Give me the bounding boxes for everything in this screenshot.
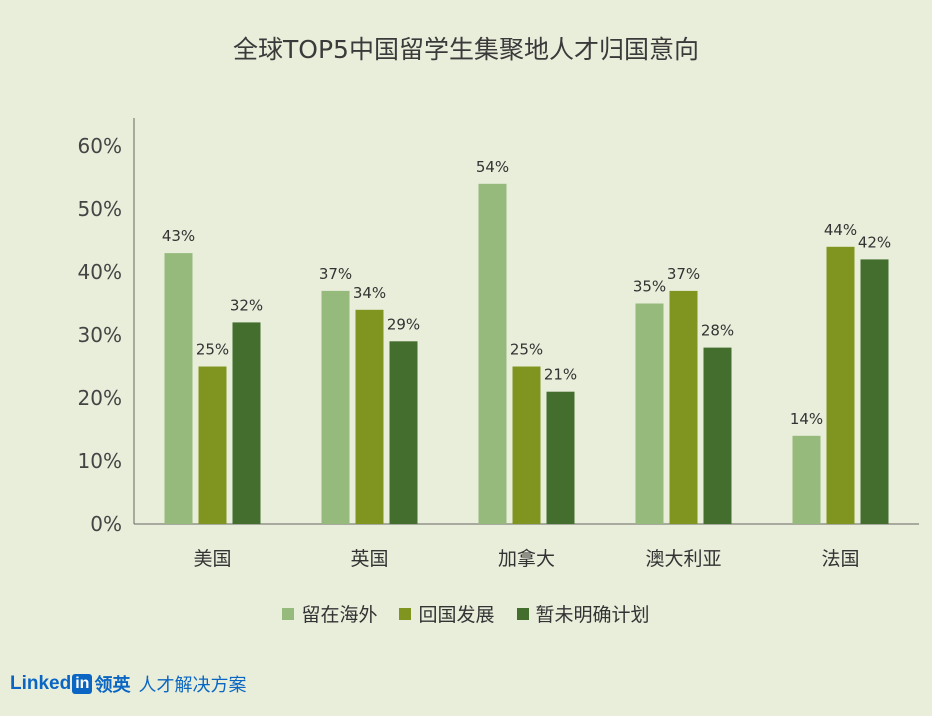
bar	[635, 303, 664, 524]
y-tick-label: 40%	[78, 260, 122, 284]
x-tick-label: 澳大利亚	[645, 548, 721, 570]
legend-swatch	[282, 607, 295, 620]
legend: 留在海外 回国发展 暂未明确计划	[0, 600, 932, 627]
brand-linked-text: Linked	[10, 673, 72, 694]
legend-swatch	[399, 607, 412, 620]
legend-item: 留在海外	[282, 600, 377, 627]
legend-label: 暂未明确计划	[535, 604, 650, 626]
y-tick-label: 20%	[78, 386, 122, 410]
legend-swatch	[516, 607, 529, 620]
brand-tagline: 人才解决方案	[138, 675, 247, 696]
data-label: 43%	[162, 227, 195, 245]
brand-name: 领英	[94, 675, 131, 696]
bars	[164, 183, 889, 525]
data-label: 32%	[230, 296, 263, 314]
data-label: 42%	[858, 233, 891, 251]
y-tick-label: 10%	[78, 449, 122, 473]
bar	[232, 322, 261, 524]
data-label: 44%	[824, 221, 857, 239]
category-labels: 美国 英国 加拿大 澳大利亚 法国	[193, 547, 859, 570]
bar	[546, 391, 575, 524]
bar	[703, 347, 732, 524]
legend-label: 留在海外	[301, 604, 378, 626]
bar	[355, 309, 384, 524]
legend-item: 回国发展	[399, 600, 495, 627]
bar	[792, 435, 821, 524]
data-label: 37%	[319, 265, 352, 283]
legend-item: 暂未明确计划	[516, 600, 650, 627]
y-tick-label: 60%	[78, 134, 122, 158]
data-label: 29%	[387, 315, 420, 333]
y-tick-label: 0%	[90, 512, 122, 536]
data-label: 21%	[544, 366, 577, 384]
bar	[198, 366, 227, 524]
data-label: 14%	[790, 410, 823, 428]
bar	[321, 290, 350, 524]
data-label: 37%	[667, 265, 700, 283]
data-label: 25%	[196, 341, 229, 359]
linkedin-brand-logo: Linked in 领英 人才解决方案	[10, 670, 246, 698]
data-label: 28%	[701, 322, 734, 340]
data-label: 25%	[510, 341, 543, 359]
x-tick-label: 美国	[193, 548, 231, 570]
data-label: 34%	[353, 284, 386, 302]
x-tick-label: 英国	[350, 548, 388, 570]
y-tick-label: 30%	[78, 323, 122, 347]
bar	[164, 253, 193, 524]
linkedin-in-icon: in	[72, 674, 93, 694]
data-label: 35%	[633, 278, 666, 296]
bar	[860, 259, 889, 524]
x-tick-label: 法国	[821, 548, 859, 570]
bar	[512, 366, 541, 524]
bar	[826, 246, 855, 525]
x-tick-label: 加拿大	[498, 547, 555, 570]
chart-title: 全球TOP5中国留学生集聚地人才归国意向	[233, 35, 699, 64]
data-labels: 43%25%32%37%34%29%54%25%21%35%37%28%14%4…	[162, 158, 891, 428]
data-label: 54%	[476, 158, 509, 176]
y-tick-label: 50%	[78, 197, 122, 221]
legend-label: 回国发展	[418, 604, 495, 626]
y-axis-labels: 0% 10% 20% 30% 40% 50% 60%	[78, 134, 122, 536]
bar	[389, 341, 418, 524]
bar	[478, 183, 507, 525]
bar	[669, 290, 698, 524]
